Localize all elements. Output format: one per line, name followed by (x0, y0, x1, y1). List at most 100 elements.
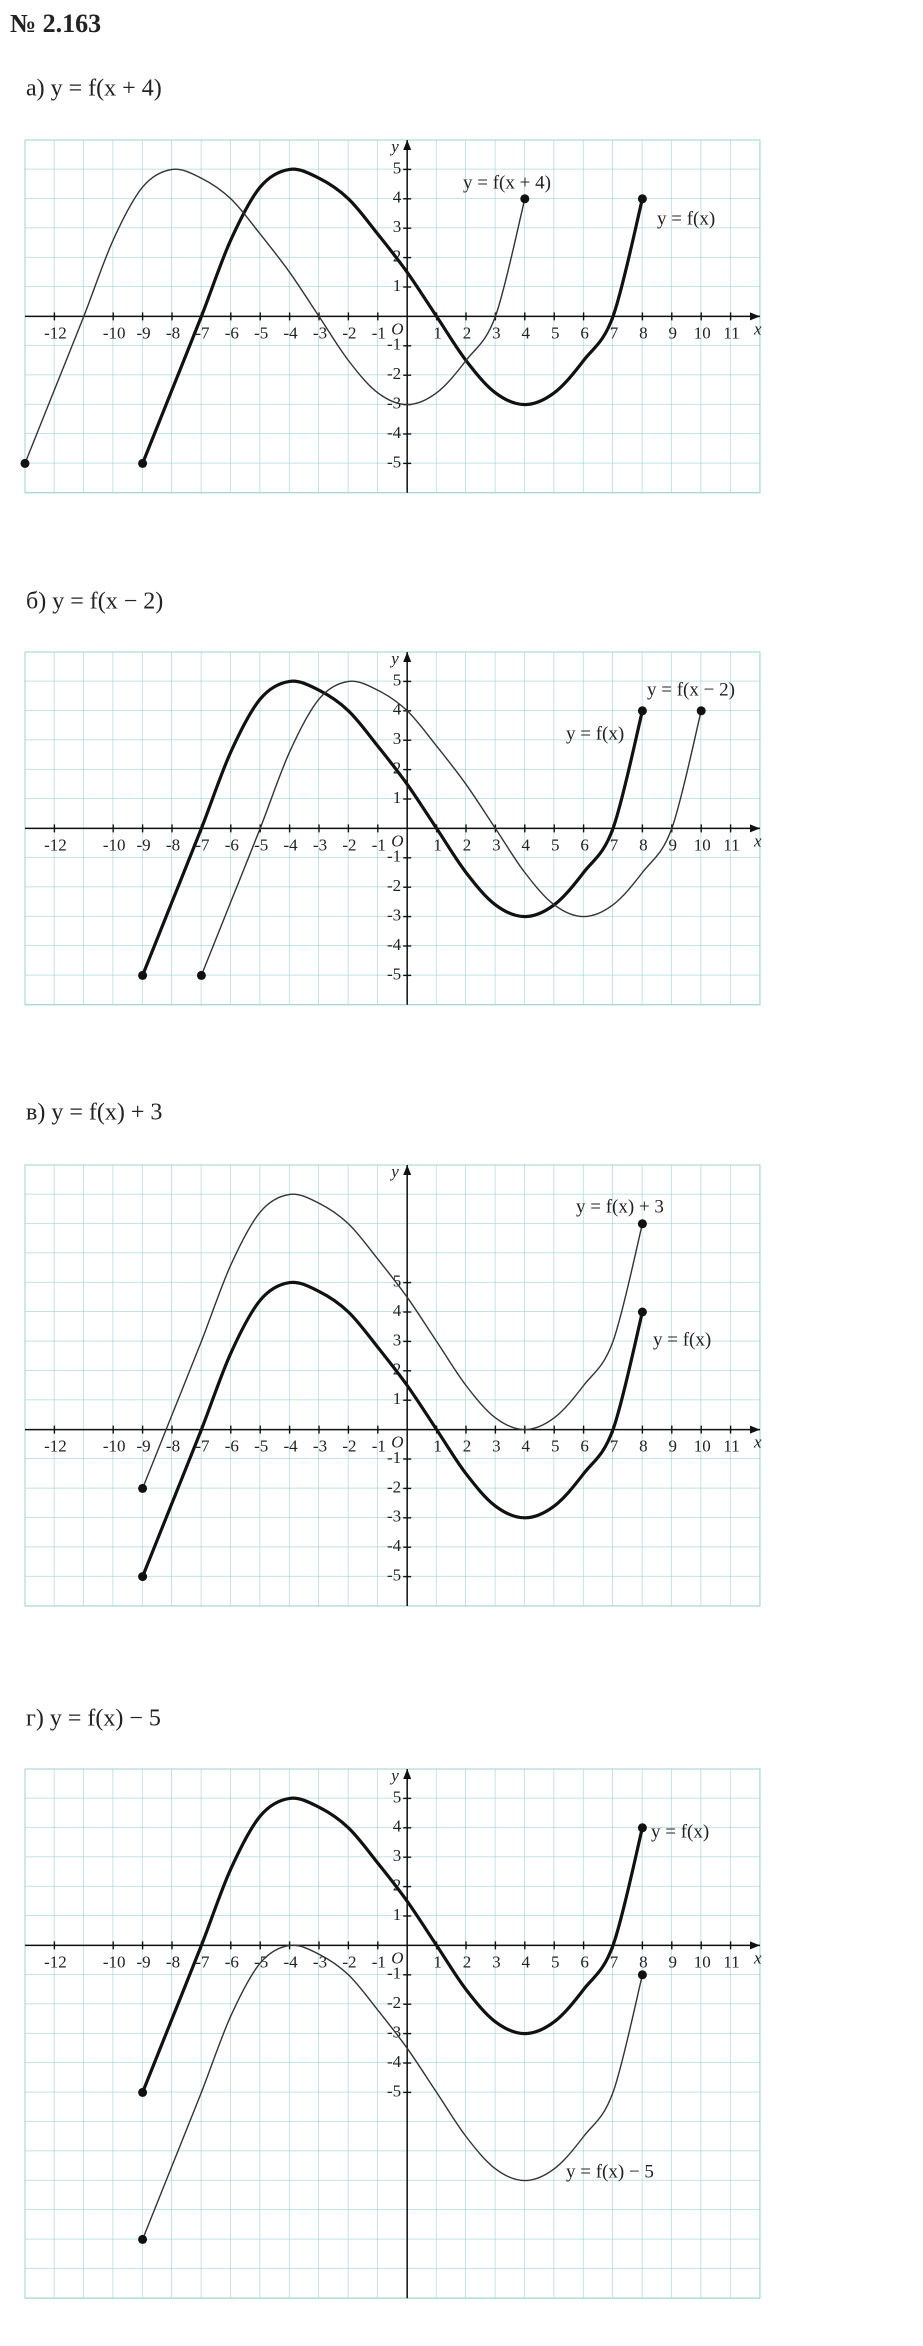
y-tick-label: 1 (393, 788, 402, 807)
x-tick-label: -7 (195, 323, 210, 342)
x-tick-label: 9 (669, 1437, 678, 1456)
x-tick-label: -8 (166, 323, 180, 342)
endpoint (20, 458, 30, 468)
x-tick-label: 2 (463, 835, 472, 854)
x-tick-label: 6 (580, 1437, 589, 1456)
y-axis-label: y (389, 1766, 399, 1785)
x-tick-label: -4 (284, 1437, 299, 1456)
x-tick-label: -9 (137, 1952, 151, 1971)
x-tick-label: 10 (694, 1437, 711, 1456)
curve-label: y = f(x) (653, 1329, 711, 1350)
x-tick-label: 3 (492, 1437, 501, 1456)
function-curve (200, 680, 702, 976)
endpoint (637, 194, 647, 204)
origin-label: O (391, 1948, 403, 1967)
x-tick-label: 6 (580, 835, 589, 854)
y-tick-label: -5 (387, 2081, 401, 2100)
x-tick-label: 10 (694, 323, 711, 342)
x-tick-label: 1 (433, 1952, 442, 1971)
y-tick-label: 5 (393, 1787, 402, 1806)
x-tick-label: 7 (610, 835, 619, 854)
x-tick-label: 5 (551, 835, 560, 854)
x-tick-label: -2 (342, 835, 356, 854)
y-axis-label: y (389, 649, 399, 668)
origin-label: O (391, 319, 403, 338)
x-tick-label: 5 (551, 323, 560, 342)
y-tick-label: -1 (387, 1448, 401, 1467)
chart-title: а) y = f(x + 4) (26, 76, 162, 102)
y-tick-label: 3 (393, 1846, 402, 1865)
x-arrow (750, 312, 760, 321)
x-tick-label: 1 (433, 1437, 442, 1456)
y-tick-label: -3 (387, 906, 401, 925)
curve-label: y = f(x − 2) (647, 679, 735, 700)
y-tick-label: 4 (393, 1817, 402, 1836)
curve-label: y = f(x) + 3 (576, 1196, 664, 1217)
y-axis-label: y (389, 137, 399, 156)
x-tick-label: 11 (723, 1952, 739, 1971)
x-tick-label: 9 (669, 323, 678, 342)
endpoint (138, 970, 148, 980)
function-curve (141, 1280, 644, 1578)
x-tick-label: -10 (103, 1437, 126, 1456)
y-arrow (403, 1165, 412, 1175)
x-tick-label: 2 (463, 1952, 472, 1971)
y-axis-label: y (389, 1162, 399, 1181)
x-tick-label: -6 (225, 1437, 239, 1456)
function-curve (141, 1796, 644, 2093)
x-axis-label: x (753, 1948, 762, 1967)
function-curve (141, 679, 644, 976)
endpoint (520, 194, 530, 204)
x-tick-label: -9 (137, 1437, 151, 1456)
x-tick-label: -3 (313, 323, 327, 342)
x-tick-label: -5 (254, 1437, 268, 1456)
grid (24, 1768, 761, 2299)
x-tick-label: -6 (225, 835, 239, 854)
x-tick-label: 7 (610, 323, 619, 342)
endpoint (138, 2234, 148, 2244)
x-tick-label: -4 (284, 323, 299, 342)
x-tick-label: -5 (254, 323, 268, 342)
origin-label: O (391, 1433, 403, 1452)
x-tick-label: -9 (137, 323, 151, 342)
x-tick-label: 4 (522, 1952, 531, 1971)
x-tick-label: 3 (492, 1952, 501, 1971)
x-tick-label: 8 (639, 1437, 648, 1456)
y-tick-label: -1 (387, 335, 401, 354)
x-tick-label: -10 (103, 835, 126, 854)
page-title: № 2.163 (10, 9, 101, 38)
endpoint (637, 1219, 647, 1229)
x-tick-label: -6 (225, 1952, 239, 1971)
x-tick-label: -3 (313, 1437, 327, 1456)
endpoint (637, 1307, 647, 1317)
x-axis-label: x (753, 319, 762, 338)
y-tick-label: 3 (393, 1330, 402, 1349)
x-tick-label: -5 (254, 835, 268, 854)
y-tick-label: -4 (387, 423, 402, 442)
y-tick-label: -1 (387, 1964, 401, 1983)
x-tick-label: -10 (103, 323, 126, 342)
x-tick-label: 6 (580, 1952, 589, 1971)
x-tick-label: -12 (44, 835, 67, 854)
x-tick-label: -2 (342, 1952, 356, 1971)
x-tick-label: 1 (433, 835, 442, 854)
y-tick-label: -2 (387, 876, 401, 895)
endpoint (138, 1483, 148, 1493)
x-tick-label: 11 (723, 1437, 739, 1456)
chart-title: б) y = f(x − 2) (26, 589, 163, 615)
x-tick-label: -12 (44, 1952, 67, 1971)
x-tick-label: -10 (103, 1952, 126, 1971)
curve-label: y = f(x) (651, 1821, 709, 1842)
x-tick-label: 7 (610, 1952, 619, 1971)
chart-title: в) y = f(x) + 3 (26, 1100, 162, 1126)
x-tick-label: -12 (44, 323, 67, 342)
x-tick-label: -1 (372, 1437, 386, 1456)
x-tick-label: 9 (669, 1952, 678, 1971)
x-tick-label: 2 (463, 1437, 472, 1456)
x-tick-label: 8 (639, 835, 648, 854)
y-arrow (403, 652, 412, 662)
x-axis-label: x (753, 1433, 762, 1452)
endpoint (138, 2087, 148, 2097)
x-tick-label: 1 (433, 323, 442, 342)
y-tick-label: -5 (387, 1566, 401, 1585)
